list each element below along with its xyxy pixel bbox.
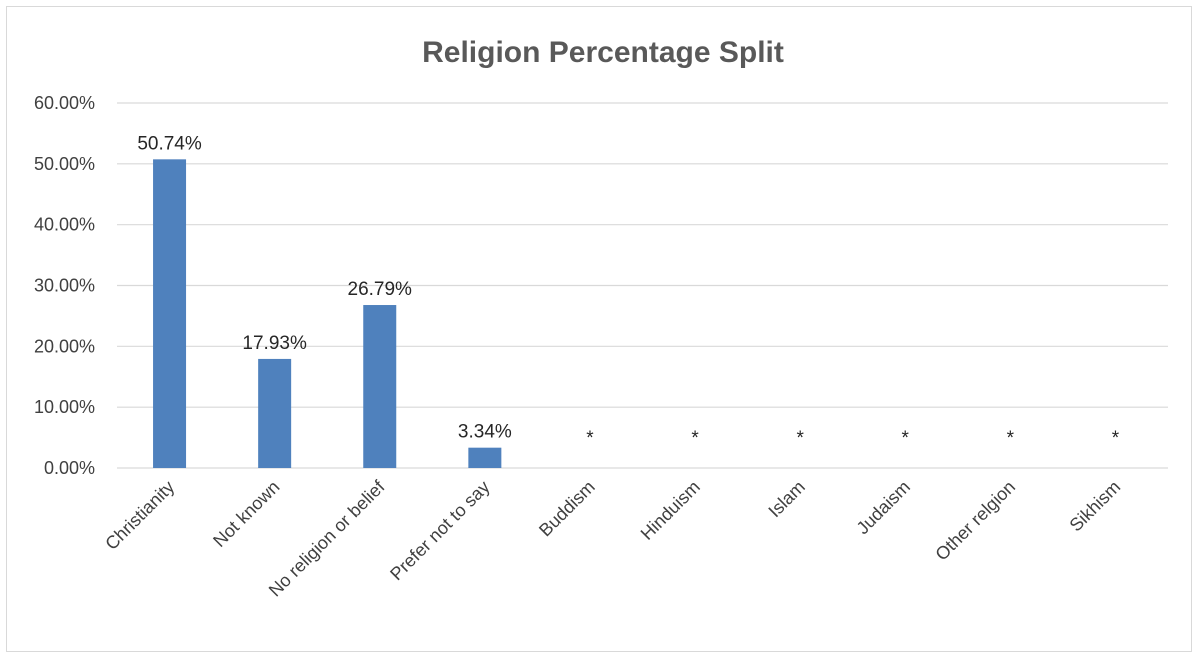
category-label: Christianity: [101, 477, 178, 554]
bar: [153, 159, 187, 468]
chart-frame: [6, 6, 1192, 652]
category-label: Islam: [764, 477, 809, 522]
data-labels: 50.74% 17.93% 26.79% 3.34% * * * * * *: [137, 133, 1119, 449]
category-label: Sikhism: [1066, 477, 1125, 536]
category-label: Judaism: [853, 477, 915, 539]
chart-title: Religion Percentage Split: [422, 36, 784, 69]
y-tick-label: 40.00%: [34, 215, 95, 235]
category-label: Other relgion: [931, 477, 1019, 565]
data-label: 26.79%: [348, 279, 413, 300]
bar: [258, 358, 292, 468]
bars: [153, 159, 502, 468]
data-label: *: [902, 428, 910, 449]
data-label: *: [796, 428, 804, 449]
category-label: No religion or belief: [265, 476, 390, 601]
y-tick-label: 60.00%: [34, 93, 95, 113]
bar: [363, 305, 397, 468]
category-label: Not known: [209, 477, 283, 551]
gridlines: [117, 102, 1168, 469]
y-tick-label: 50.00%: [34, 154, 95, 174]
bar: [468, 447, 502, 468]
data-label: *: [586, 428, 594, 449]
category-label: Prefer not to say: [386, 477, 494, 585]
y-tick-label: 0.00%: [44, 458, 95, 478]
data-label: *: [691, 428, 699, 449]
data-label: 50.74%: [137, 133, 202, 154]
y-tick-label: 30.00%: [34, 276, 95, 296]
category-label: Hinduism: [637, 477, 704, 544]
y-axis-ticks: 0.00% 10.00% 20.00% 30.00% 40.00% 50.00% 60.00…: [34, 93, 95, 478]
data-label: 3.34%: [458, 422, 512, 443]
y-tick-label: 20.00%: [34, 336, 95, 356]
data-label: *: [1007, 428, 1015, 449]
y-tick-label: 10.00%: [34, 397, 95, 417]
category-label: Buddism: [535, 477, 599, 541]
data-label: *: [1112, 428, 1120, 449]
data-label: 17.93%: [242, 333, 307, 354]
